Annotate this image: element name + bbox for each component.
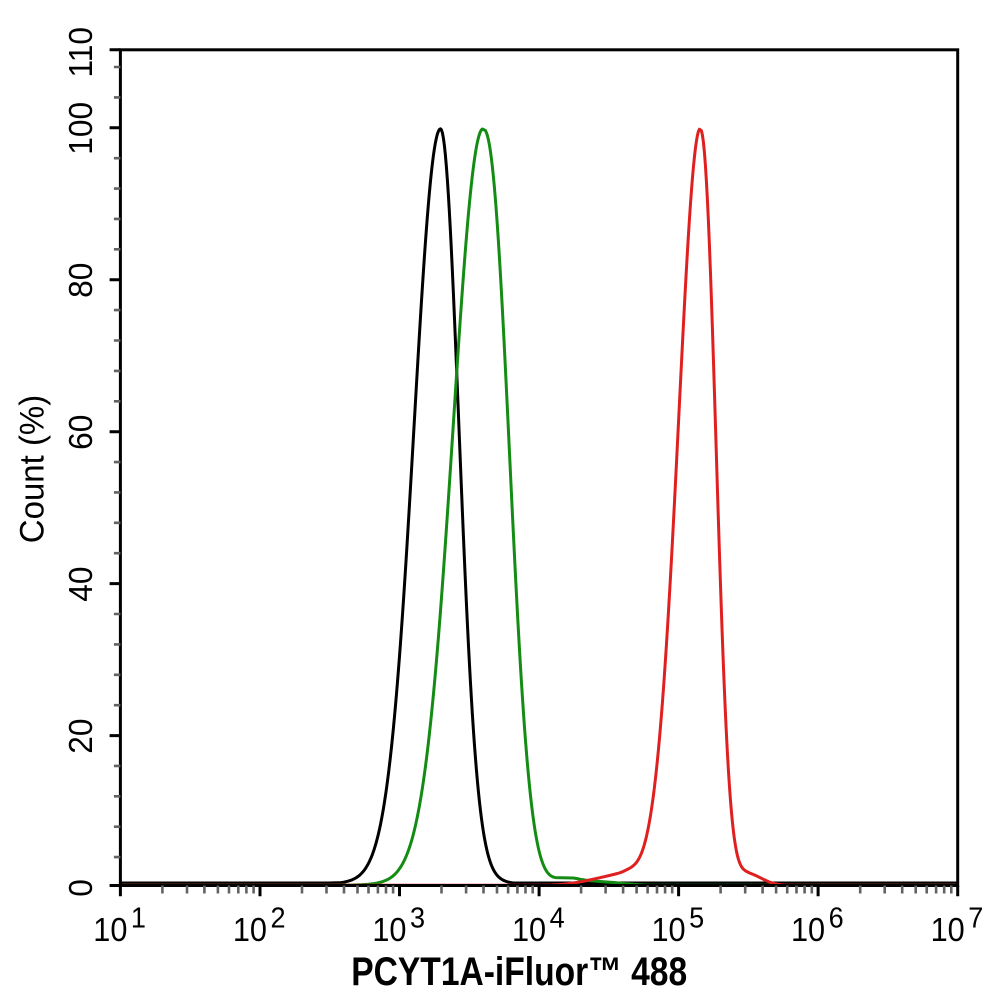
svg-text:Count (%): Count (%) xyxy=(14,395,52,543)
svg-text:20: 20 xyxy=(62,718,99,753)
svg-text:4: 4 xyxy=(550,902,565,934)
svg-text:60: 60 xyxy=(62,415,99,450)
svg-text:10: 10 xyxy=(651,911,685,948)
svg-text:10: 10 xyxy=(512,911,546,948)
svg-text:2: 2 xyxy=(271,902,286,934)
svg-text:0: 0 xyxy=(62,879,99,897)
svg-text:3: 3 xyxy=(410,902,425,934)
svg-text:PCYT1A-iFluor™ 488: PCYT1A-iFluor™ 488 xyxy=(351,949,687,993)
svg-text:40: 40 xyxy=(62,566,99,601)
svg-text:10: 10 xyxy=(791,911,825,948)
svg-text:110: 110 xyxy=(62,27,99,77)
svg-text:10: 10 xyxy=(233,911,267,948)
svg-text:10: 10 xyxy=(93,911,127,948)
svg-text:80: 80 xyxy=(62,263,99,298)
svg-text:1: 1 xyxy=(131,902,146,934)
svg-text:6: 6 xyxy=(829,902,844,934)
svg-text:10: 10 xyxy=(931,911,965,948)
svg-text:100: 100 xyxy=(62,102,99,155)
svg-text:7: 7 xyxy=(968,902,983,934)
svg-text:10: 10 xyxy=(372,911,406,948)
svg-text:5: 5 xyxy=(689,902,704,934)
